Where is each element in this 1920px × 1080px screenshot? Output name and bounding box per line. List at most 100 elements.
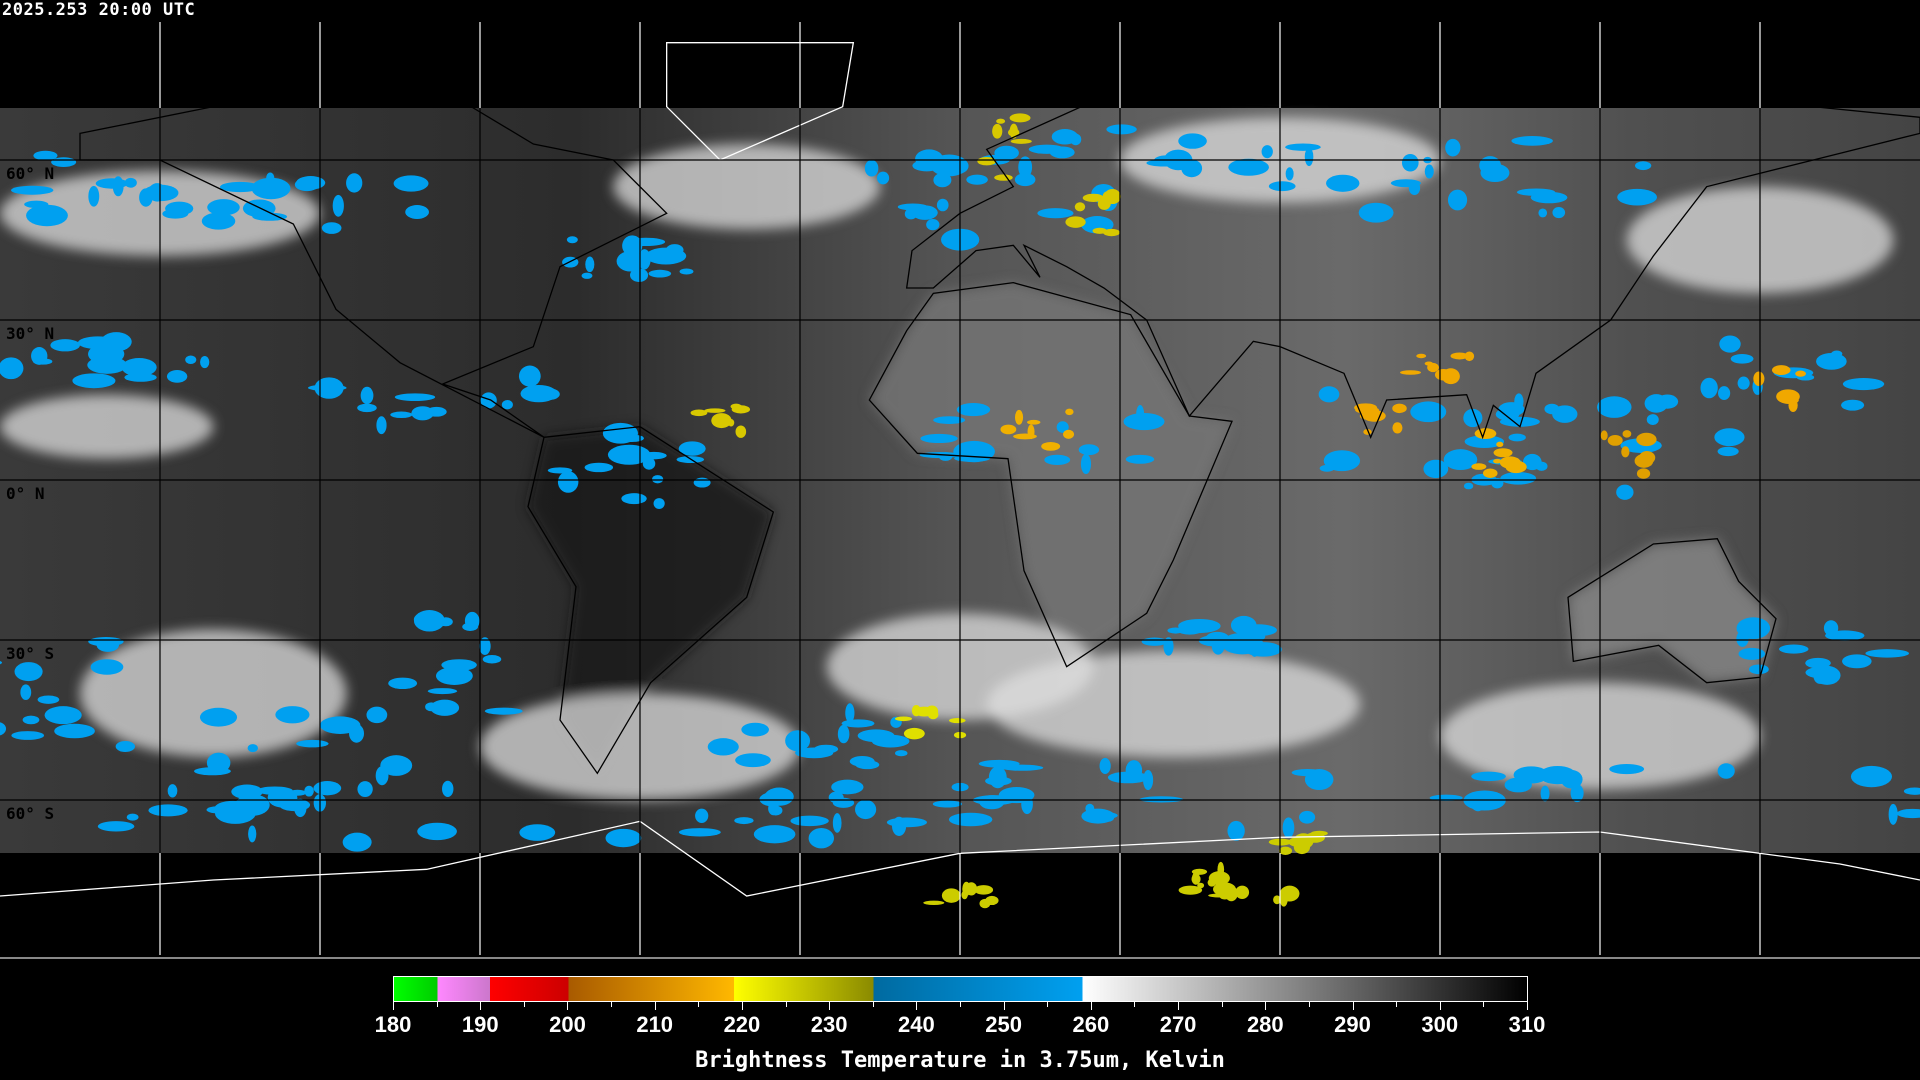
cold-cloud — [1813, 665, 1841, 685]
cold-cloud-core — [1775, 367, 1783, 375]
cold-cloud — [1123, 413, 1165, 431]
cold-cloud — [895, 750, 908, 757]
colorbar-tick — [1352, 1002, 1354, 1010]
colorbar-tick-label: 240 — [898, 1012, 935, 1037]
colorbar-tick — [480, 1002, 482, 1010]
colorbar-tick-label: 190 — [461, 1012, 499, 1037]
cold-cloud — [207, 199, 240, 216]
cold-cloud — [1081, 808, 1115, 824]
cold-cloud — [693, 477, 711, 488]
cold-cloud — [214, 802, 256, 824]
cold-cloud — [1565, 772, 1578, 779]
cold-cloud — [72, 373, 116, 389]
cold-cloud — [581, 272, 593, 279]
cold-cloud-core — [903, 727, 925, 740]
cold-cloud — [1737, 376, 1750, 390]
cold-cloud — [1423, 459, 1449, 479]
cold-cloud — [1285, 167, 1294, 181]
colorbar-label: Brightness Temperature in 3.75um, Kelvin — [695, 1048, 1225, 1073]
cold-cloud — [1616, 484, 1634, 500]
cold-cloud-core — [1464, 351, 1475, 362]
cold-cloud-core — [690, 409, 708, 417]
cold-cloud — [1500, 472, 1537, 485]
cold-cloud — [1719, 335, 1741, 353]
cold-cloud — [143, 184, 179, 202]
colorbar-tick — [741, 1002, 743, 1010]
cold-cloud — [1181, 159, 1203, 178]
cold-cloud — [200, 355, 210, 369]
cold-cloud — [275, 706, 310, 724]
cold-cloud-core — [1600, 430, 1608, 441]
cold-cloud — [1841, 399, 1865, 411]
cold-cloud-core — [977, 156, 997, 166]
cold-cloud — [390, 411, 413, 419]
cold-cloud-core — [1471, 463, 1487, 470]
cold-cloud — [22, 715, 40, 725]
cold-cloud-core — [1427, 362, 1439, 373]
cold-cloud-core — [1208, 871, 1230, 886]
cold-cloud — [50, 339, 80, 352]
cold-cloud — [1865, 649, 1910, 658]
cold-cloud — [375, 766, 389, 786]
colorbar-minor-tick — [1047, 1002, 1049, 1007]
cold-cloud — [126, 813, 139, 821]
cold-cloud — [1609, 763, 1645, 775]
cold-cloud — [394, 393, 436, 401]
cold-cloud — [620, 434, 644, 442]
satellite-map — [0, 22, 1920, 959]
colorbar-tick — [567, 1002, 569, 1010]
cold-cloud — [1167, 627, 1184, 634]
cold-cloud — [31, 347, 48, 365]
coastline-south-america — [527, 425, 775, 775]
cold-cloud — [566, 236, 578, 244]
cold-cloud-core — [1273, 895, 1281, 905]
cold-cloud — [1508, 433, 1526, 442]
cold-cloud — [932, 800, 963, 808]
cold-cloud — [933, 172, 952, 188]
cold-cloud-core — [992, 123, 1003, 139]
cold-cloud — [584, 462, 614, 473]
cold-cloud — [97, 821, 135, 832]
cold-cloud — [1504, 777, 1532, 793]
cold-cloud — [1125, 760, 1143, 781]
cold-cloud — [947, 158, 969, 174]
cold-cloud — [1299, 810, 1316, 824]
cold-cloud — [14, 662, 43, 682]
colorbar-tick-label: 200 — [549, 1012, 586, 1037]
cold-cloud — [1471, 771, 1506, 782]
cold-cloud-core — [1082, 193, 1105, 202]
cold-cloud — [769, 805, 783, 816]
cold-cloud — [1480, 163, 1510, 183]
cold-cloud — [547, 467, 573, 474]
cold-cloud — [366, 706, 388, 724]
cold-cloud — [1823, 620, 1839, 636]
cold-cloud — [501, 400, 513, 410]
cold-cloud — [695, 808, 709, 823]
cold-cloud — [679, 268, 694, 275]
colorbar-tick-label: 230 — [810, 1012, 848, 1037]
cold-cloud — [1730, 353, 1754, 364]
colorbar-tick-label: 310 — [1508, 1012, 1546, 1037]
cold-cloud-core — [974, 885, 994, 895]
cold-cloud — [1714, 428, 1745, 447]
cold-cloud-core — [1607, 434, 1623, 446]
cold-cloud — [1106, 124, 1137, 135]
cold-cloud-core — [996, 118, 1006, 124]
cold-cloud — [121, 358, 157, 377]
cold-cloud — [616, 250, 645, 272]
cold-cloud — [88, 185, 100, 207]
cold-cloud — [296, 739, 329, 748]
cold-cloud — [87, 356, 128, 374]
colorbar-minor-tick — [960, 1002, 961, 1007]
cold-cloud — [480, 392, 497, 409]
cold-cloud — [1282, 817, 1295, 839]
cold-cloud — [319, 716, 361, 734]
cold-cloud-core — [1416, 353, 1427, 359]
cold-cloud — [360, 386, 374, 405]
colorbar-minor-tick — [523, 1002, 525, 1007]
cold-cloud — [296, 176, 326, 190]
cold-cloud — [165, 201, 194, 216]
colorbar-minor-tick — [611, 1002, 613, 1007]
cold-cloud-core — [1197, 882, 1205, 889]
cold-cloud-core — [1505, 460, 1527, 474]
